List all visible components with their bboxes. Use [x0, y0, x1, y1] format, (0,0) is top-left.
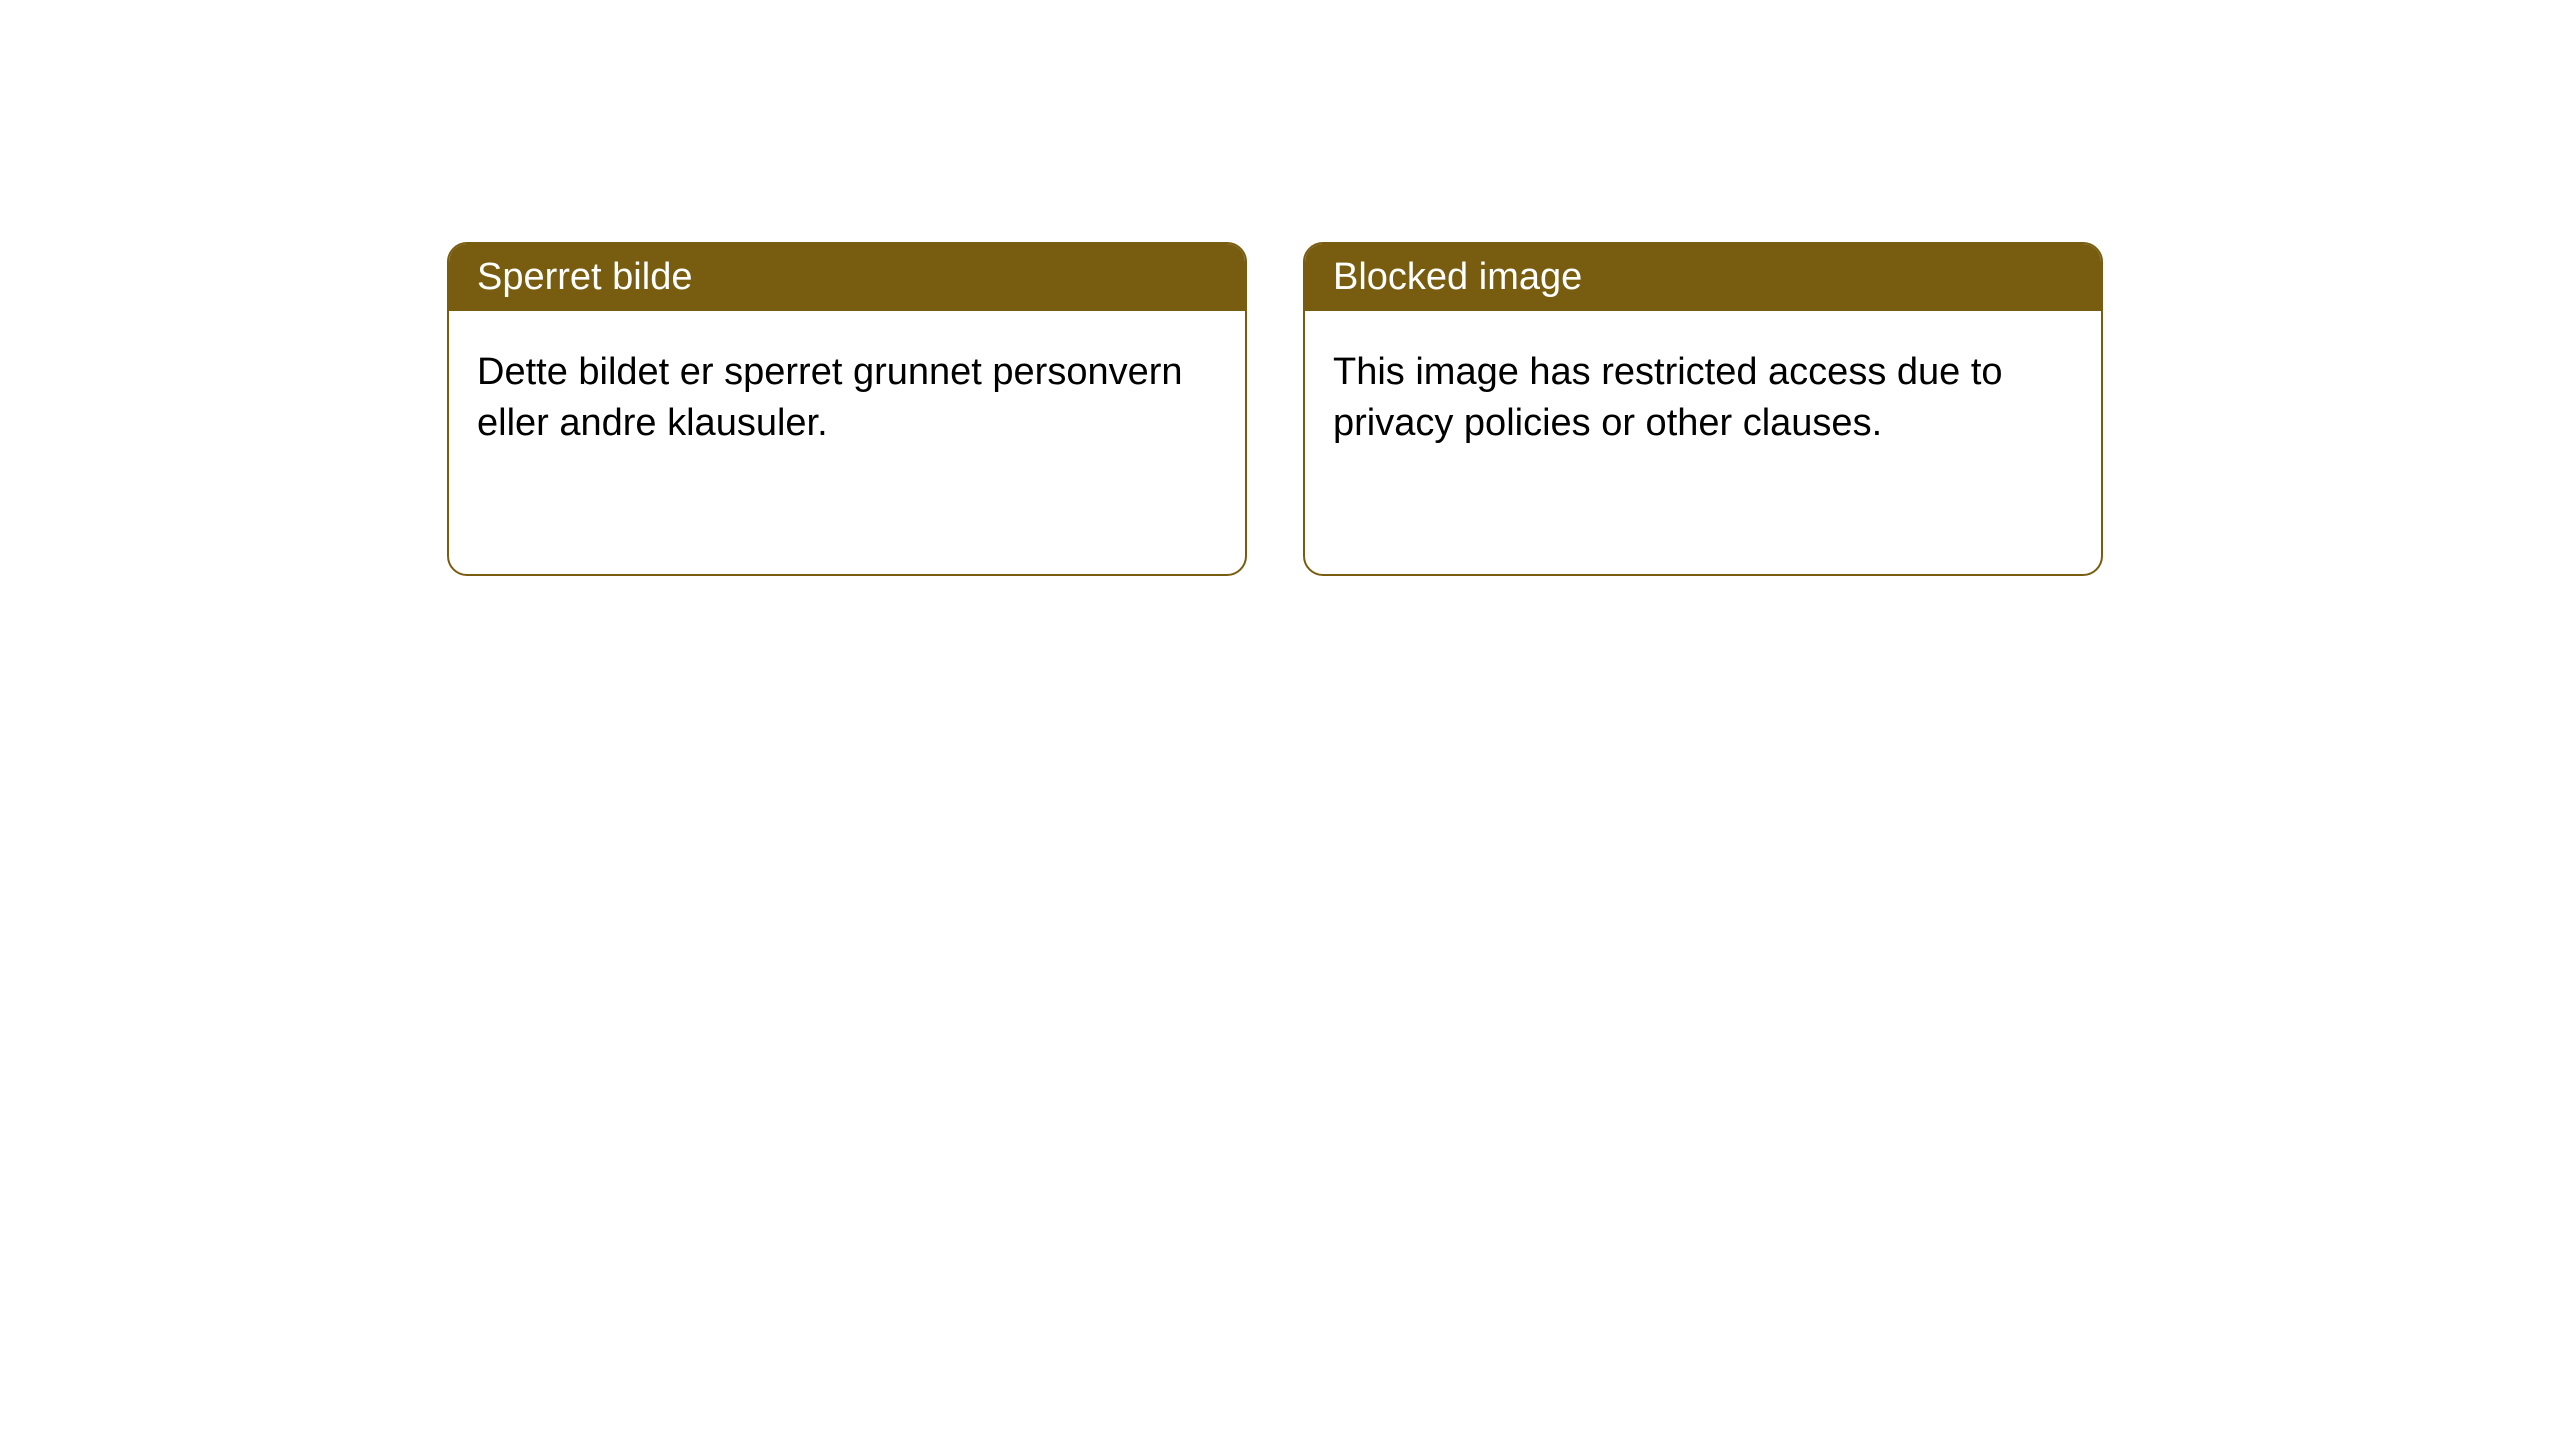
card-header: Blocked image	[1305, 244, 2101, 311]
blocked-image-card-english: Blocked image This image has restricted …	[1303, 242, 2103, 576]
card-header: Sperret bilde	[449, 244, 1245, 311]
card-body: This image has restricted access due to …	[1305, 311, 2101, 486]
card-body-text: Dette bildet er sperret grunnet personve…	[477, 351, 1183, 444]
notice-cards-container: Sperret bilde Dette bildet er sperret gr…	[0, 0, 2560, 576]
card-title: Sperret bilde	[477, 256, 692, 298]
card-body: Dette bildet er sperret grunnet personve…	[449, 311, 1245, 486]
card-body-text: This image has restricted access due to …	[1333, 351, 2003, 444]
blocked-image-card-norwegian: Sperret bilde Dette bildet er sperret gr…	[447, 242, 1247, 576]
card-title: Blocked image	[1333, 256, 1582, 298]
